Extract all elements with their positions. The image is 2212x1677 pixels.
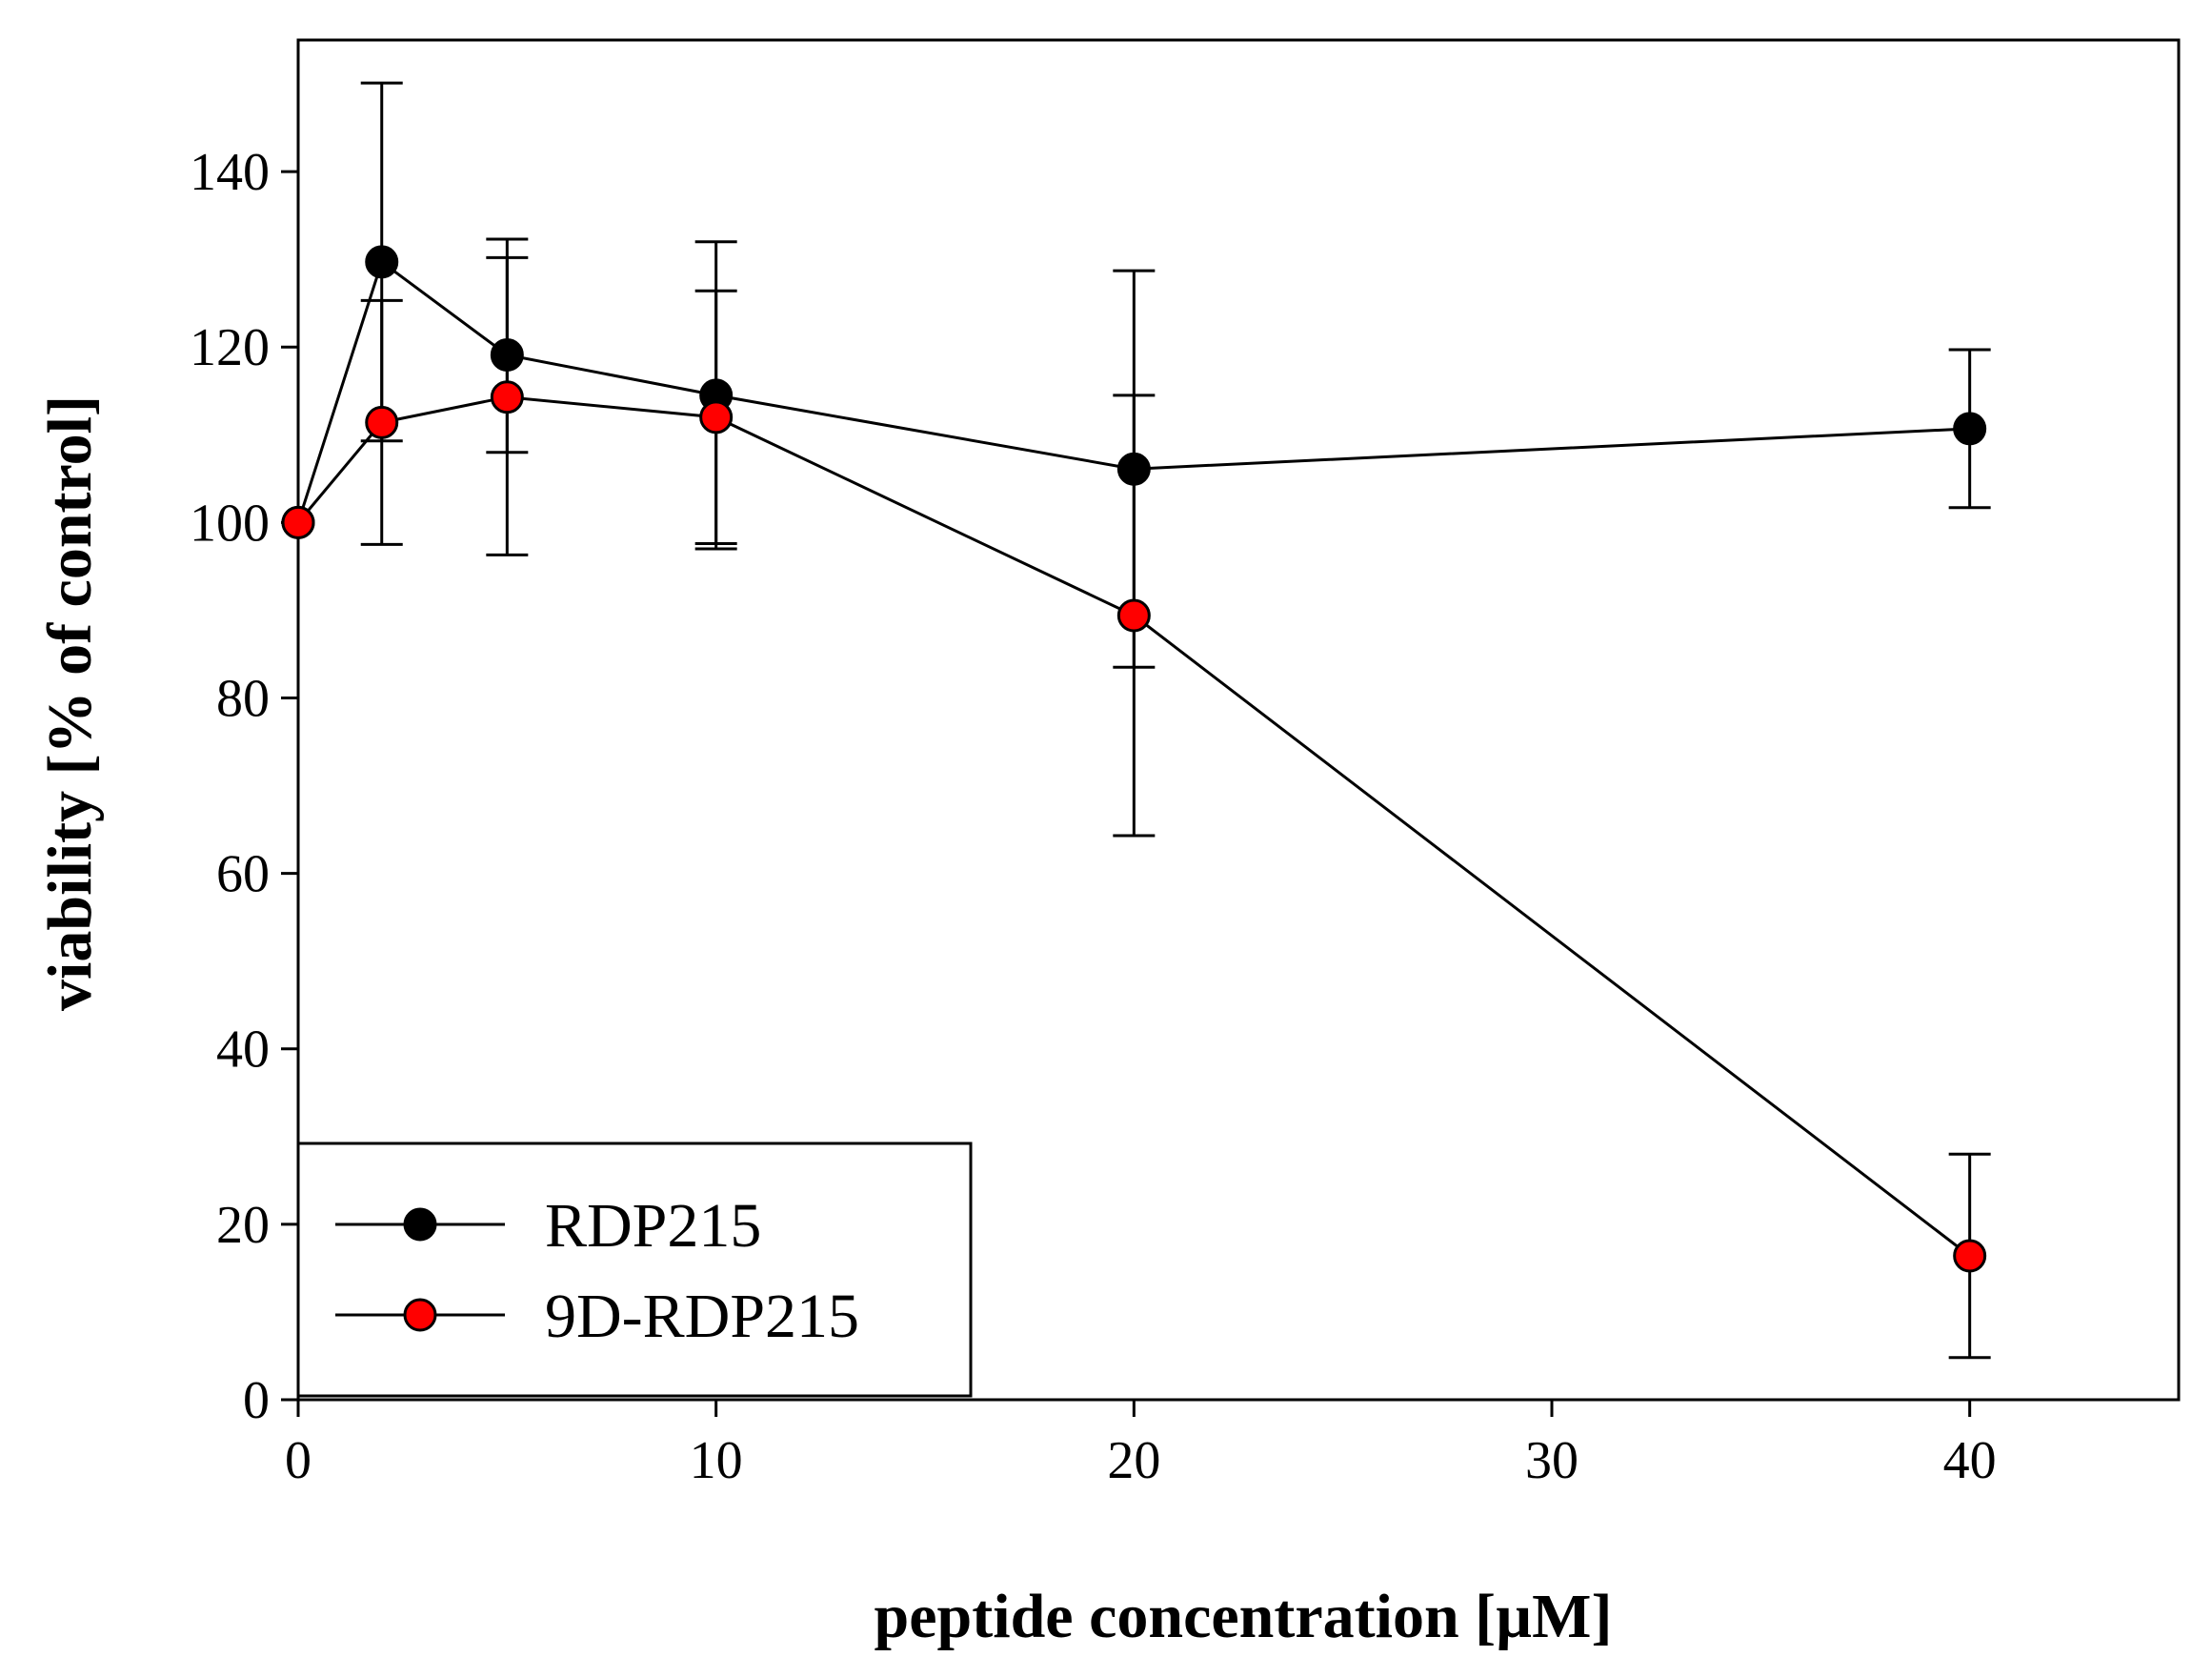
y-tick-label: 0: [243, 1371, 270, 1430]
data-point: [490, 338, 524, 373]
y-tick-label: 20: [216, 1196, 270, 1255]
y-tick-label: 60: [216, 845, 270, 904]
x-tick-label: 40: [1943, 1431, 1997, 1490]
data-point: [365, 405, 399, 439]
x-tick-label: 0: [285, 1431, 312, 1490]
legend-items: RDP215 9D-RDP215: [335, 1191, 859, 1351]
data-point: [699, 400, 734, 434]
legend-marker: [403, 1207, 437, 1242]
y-tick-label: 80: [216, 669, 270, 728]
y-tick-label: 100: [190, 494, 270, 553]
axes-group: 0 10 20 30 40 0 20 40 60 80 100 120 140: [190, 38, 2181, 1490]
x-tick-label: 20: [1107, 1431, 1160, 1490]
legend: RDP215 9D-RDP215: [296, 1142, 973, 1398]
series-line: [296, 395, 1971, 1258]
y-tick-label: 40: [216, 1020, 270, 1080]
legend-label: RDP215: [545, 1191, 761, 1261]
series-line: [296, 259, 1970, 523]
plot-frame: [296, 38, 2181, 1402]
legend-marker: [403, 1298, 437, 1332]
data-point: [365, 245, 399, 279]
data-point: [1116, 598, 1151, 633]
x-tick-label: 30: [1525, 1431, 1579, 1490]
series-group: [281, 81, 1991, 1360]
x-tick-label: 10: [690, 1431, 743, 1490]
y-tick-label: 120: [190, 318, 270, 377]
y-tick-label: 140: [190, 143, 270, 202]
data-point: [1953, 412, 1987, 446]
legend-label: 9D-RDP215: [545, 1282, 859, 1351]
data-point: [281, 505, 315, 539]
y-axis-title: viability [% of control]: [35, 395, 105, 1011]
data-point: [1953, 1239, 1987, 1273]
data-point: [1116, 452, 1151, 486]
data-point: [490, 380, 524, 414]
x-axis-title: peptide concentration [µM]: [875, 1582, 1613, 1651]
legend-box: [296, 1142, 973, 1398]
